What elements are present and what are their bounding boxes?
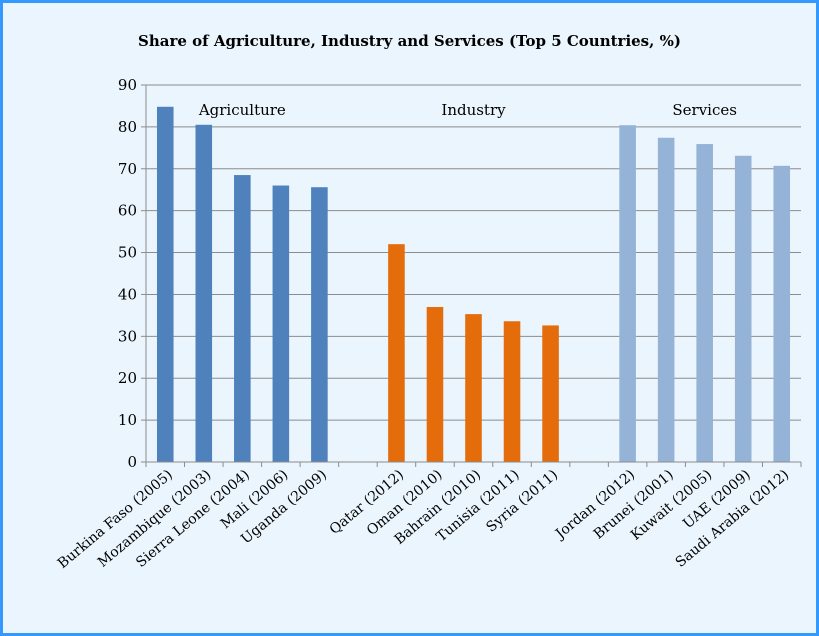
bar [272,185,290,463]
bar [503,321,521,462]
y-axis: 0 10 20 30 40 50 60 70 80 90 [118,76,147,471]
y-tick-label: 90 [118,76,137,94]
x-axis: Burkina Faso (2005)Mozambique (2003)Sier… [55,461,802,572]
y-tick-label: 20 [118,369,137,387]
y-tick-label: 10 [118,411,137,429]
y-tick-label: 80 [118,118,137,136]
y-tick-label: 0 [127,453,137,471]
bar [542,325,559,462]
chart-title: Share of Agriculture, Industry and Servi… [138,32,681,50]
bar [156,106,174,462]
bar [657,137,675,462]
bar [426,307,444,462]
group-label: Services [672,101,737,119]
bar [195,124,213,463]
bar [311,187,328,462]
group-label: Industry [441,101,506,119]
y-tick-label: 60 [118,202,137,220]
y-tick-label: 70 [118,160,137,178]
bar [619,125,636,463]
bar [773,165,791,462]
bar [734,155,752,462]
bar [234,175,251,463]
group-label: Agriculture [198,101,286,119]
y-tick-label: 30 [118,327,137,345]
group-labels: Agriculture Industry Services [198,101,737,119]
bar [465,314,482,462]
bars [156,106,791,463]
y-tick-label: 40 [118,285,137,303]
y-tick-label: 50 [118,244,137,262]
bar [696,144,713,462]
bar [388,244,405,462]
